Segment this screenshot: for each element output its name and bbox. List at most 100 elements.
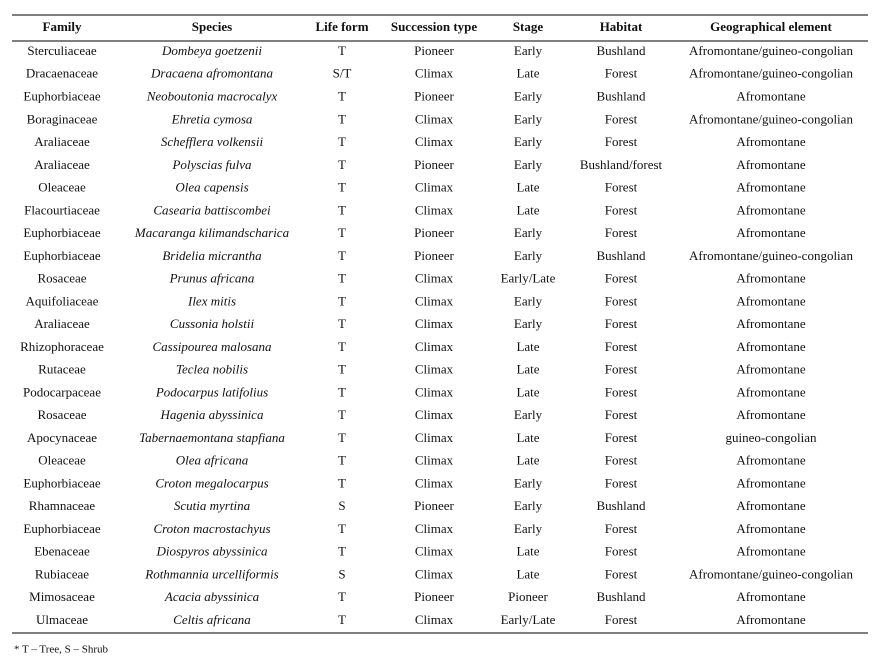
table-cell: Late xyxy=(516,180,539,195)
table-cell: Forest xyxy=(605,521,638,536)
table-cell: Pioneer xyxy=(414,248,454,263)
table-cell: Climax xyxy=(415,475,454,490)
table-cell: Early xyxy=(514,521,543,536)
table-cell: Forest xyxy=(605,612,638,627)
table-cell: Afromontane xyxy=(736,384,806,399)
table-cell: Climax xyxy=(415,134,454,149)
column-header: Life form xyxy=(315,19,368,34)
table-cell: Afromontane xyxy=(736,544,806,559)
table-cell: Euphorbiaceae xyxy=(23,89,100,104)
table-cell: Casearia battiscombei xyxy=(153,202,271,217)
table-cell: T xyxy=(338,180,346,195)
column-header: Family xyxy=(43,19,82,34)
table-cell: T xyxy=(338,544,346,559)
table-cell: Dombeya goetzenii xyxy=(161,43,262,58)
table-cell: Podocarpus latifolius xyxy=(155,384,268,399)
table-cell: Forest xyxy=(605,566,638,581)
table-cell: Croton megalocarpus xyxy=(155,475,268,490)
table-cell: T xyxy=(338,157,346,172)
table-cell: Climax xyxy=(415,612,454,627)
table-cell: Euphorbiaceae xyxy=(23,225,100,240)
footnote: * T – Tree, S – Shrub xyxy=(14,644,109,656)
table-cell: Afromontane xyxy=(736,89,806,104)
table-cell: Afromontane xyxy=(736,498,806,513)
table-cell: Early xyxy=(514,89,543,104)
table-cell: Diospyros abyssinica xyxy=(155,544,268,559)
table-cell: Climax xyxy=(415,544,454,559)
table-cell: Rhamnaceae xyxy=(29,498,96,513)
table-cell: T xyxy=(338,202,346,217)
table-cell: Rhizophoraceae xyxy=(20,339,104,354)
table-cell: Late xyxy=(516,66,539,81)
table-cell: Climax xyxy=(415,362,454,377)
table-cell: Late xyxy=(516,202,539,217)
table-cell: T xyxy=(338,612,346,627)
table-cell: Afromontane/guineo-congolian xyxy=(689,43,853,58)
table-cell: Early xyxy=(514,43,543,58)
table-cell: Climax xyxy=(415,66,454,81)
table-cell: Early xyxy=(514,498,543,513)
table-cell: guineo-congolian xyxy=(726,430,817,445)
table-cell: Forest xyxy=(605,225,638,240)
table-cell: T xyxy=(338,521,346,536)
table-cell: Aquifoliaceae xyxy=(26,293,99,308)
table-cell: T xyxy=(338,453,346,468)
table-cell: Pioneer xyxy=(414,225,454,240)
table-cell: Afromontane xyxy=(736,316,806,331)
column-header: Geographical element xyxy=(710,19,832,34)
table-cell: Climax xyxy=(415,111,454,126)
table-cell: Bushland xyxy=(596,89,646,104)
table-cell: Forest xyxy=(605,407,638,422)
table-cell: Climax xyxy=(415,271,454,286)
table-cell: S/T xyxy=(333,66,352,81)
table-cell: T xyxy=(338,293,346,308)
table-cell: Climax xyxy=(415,339,454,354)
table-cell: Euphorbiaceae xyxy=(23,521,100,536)
table-cell: Forest xyxy=(605,111,638,126)
table-cell: Podocarpaceae xyxy=(23,384,101,399)
table-cell: Afromontane xyxy=(736,157,806,172)
table-cell: Climax xyxy=(415,430,454,445)
table-cell: Climax xyxy=(415,566,454,581)
table-cell: Climax xyxy=(415,453,454,468)
table-cell: Dracaena afromontana xyxy=(150,66,273,81)
table-cell: Early xyxy=(514,225,543,240)
table-cell: Scutia myrtina xyxy=(174,498,251,513)
table-cell: Afromontane xyxy=(736,453,806,468)
table-cell: Celtis africana xyxy=(173,612,251,627)
table-cell: Bushland xyxy=(596,498,646,513)
table-cell: Araliaceae xyxy=(34,316,90,331)
table-cell: Afromontane xyxy=(736,475,806,490)
table-cell: Afromontane/guineo-congolian xyxy=(689,66,853,81)
table-cell: Ebenaceae xyxy=(34,544,90,559)
table-cell: Forest xyxy=(605,180,638,195)
table-cell: Bushland xyxy=(596,43,646,58)
table-cell: Bushland xyxy=(596,248,646,263)
column-header: Species xyxy=(192,19,232,34)
table-cell: S xyxy=(338,566,345,581)
table-cell: Araliaceae xyxy=(34,157,90,172)
table-cell: Forest xyxy=(605,384,638,399)
table-cell: Forest xyxy=(605,544,638,559)
table-cell: Early xyxy=(514,248,543,263)
table-cell: Early xyxy=(514,407,543,422)
table-cell: Late xyxy=(516,453,539,468)
table-cell: Early/Late xyxy=(501,612,556,627)
table-cell: Afromontane/guineo-congolian xyxy=(689,566,853,581)
table-cell: T xyxy=(338,589,346,604)
table-cell: T xyxy=(338,475,346,490)
column-header: Habitat xyxy=(600,19,643,34)
table-cell: Teclea nobilis xyxy=(176,362,248,377)
table-cell: Araliaceae xyxy=(34,134,90,149)
table-cell: Boraginaceae xyxy=(27,111,98,126)
table-cell: Early/Late xyxy=(501,271,556,286)
table-cell: T xyxy=(338,362,346,377)
table-cell: Climax xyxy=(415,407,454,422)
table-cell: Croton macrostachyus xyxy=(153,521,270,536)
table-cell: Forest xyxy=(605,453,638,468)
table-cell: Early xyxy=(514,316,543,331)
table-cell: Afromontane/guineo-congolian xyxy=(689,248,853,263)
table-cell: Forest xyxy=(605,293,638,308)
